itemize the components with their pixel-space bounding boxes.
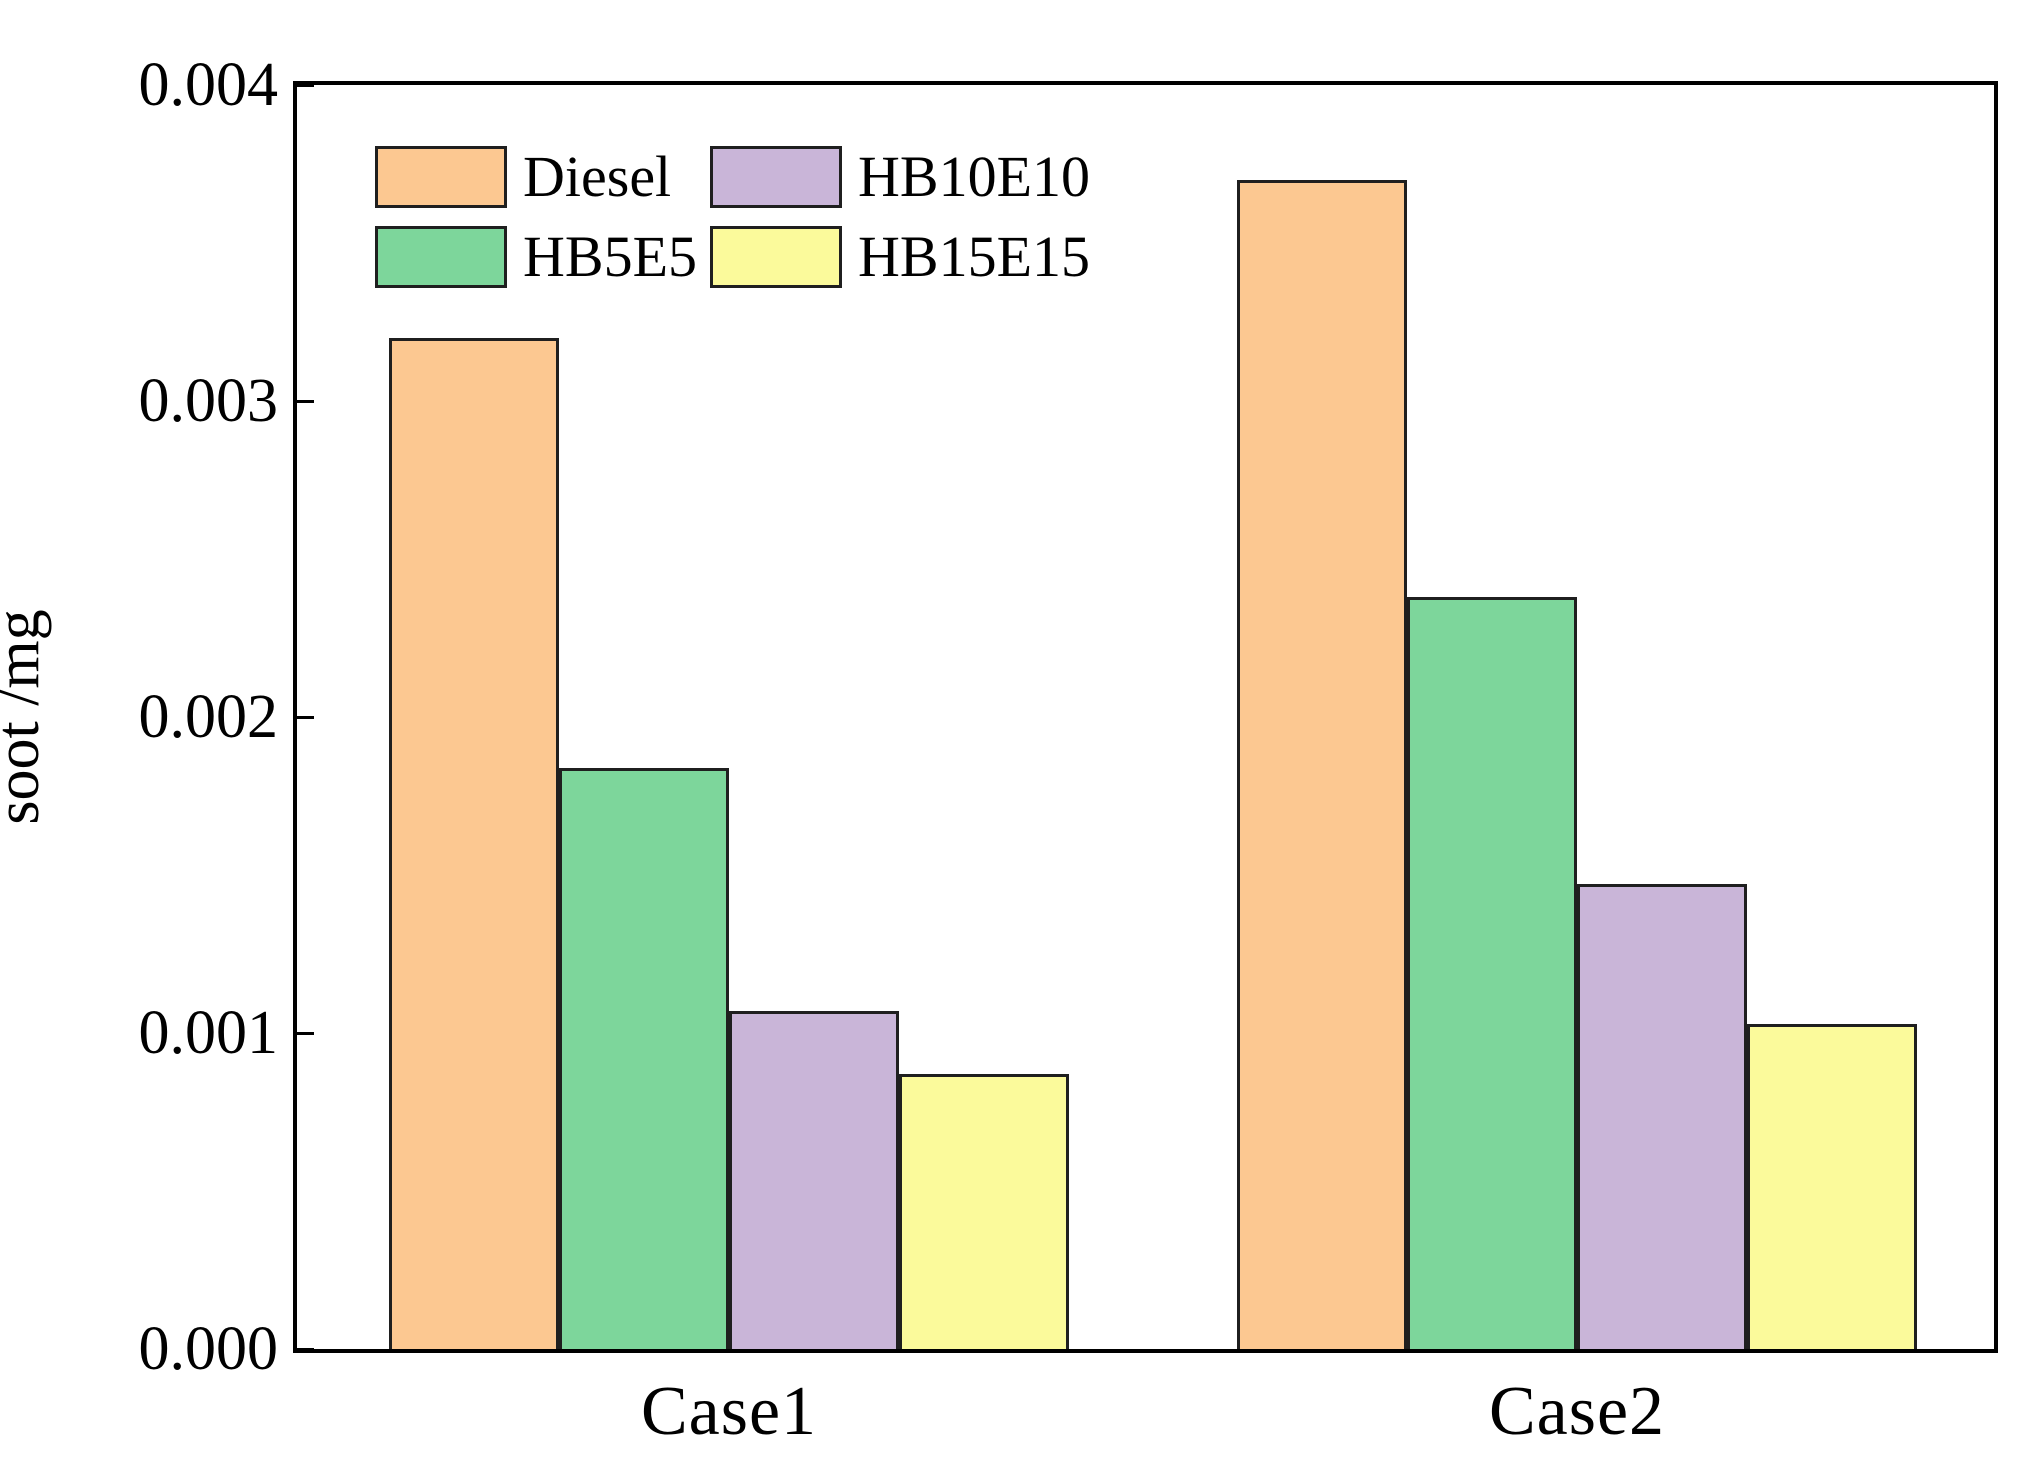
y-tick-label: 0.004 <box>138 51 279 119</box>
bar-diesel-case1 <box>389 338 559 1349</box>
bar-hb5e5-case1 <box>559 768 729 1349</box>
bar-hb15e15-case1 <box>899 1074 1069 1349</box>
y-tick-mark <box>297 1347 314 1351</box>
y-tick-labels: 0.000 0.001 0.002 0.003 0.004 <box>0 54 279 1380</box>
y-tick-label: 0.001 <box>138 999 279 1067</box>
bar-hb15e15-case2 <box>1747 1024 1917 1349</box>
y-tick-mark <box>297 399 314 403</box>
y-tick-label: 0.000 <box>138 1315 279 1383</box>
plot-area: Case1 Case2 <box>293 81 1998 1447</box>
x-category-label: Case2 <box>1488 1373 1666 1450</box>
plot-inner: Case1 Case2 <box>297 83 1994 1447</box>
y-tick-label: 0.003 <box>138 367 279 435</box>
x-category-label: Case1 <box>640 1373 818 1450</box>
y-tick-label: 0.002 <box>138 683 279 751</box>
bar-hb5e5-case2 <box>1407 597 1577 1349</box>
y-tick-mark <box>297 83 314 87</box>
bar-hb10e10-case1 <box>729 1011 899 1349</box>
y-tick-mark <box>297 715 314 719</box>
bar-diesel-case2 <box>1237 180 1407 1349</box>
bar-hb10e10-case2 <box>1577 884 1747 1349</box>
y-tick-mark <box>297 1031 314 1035</box>
